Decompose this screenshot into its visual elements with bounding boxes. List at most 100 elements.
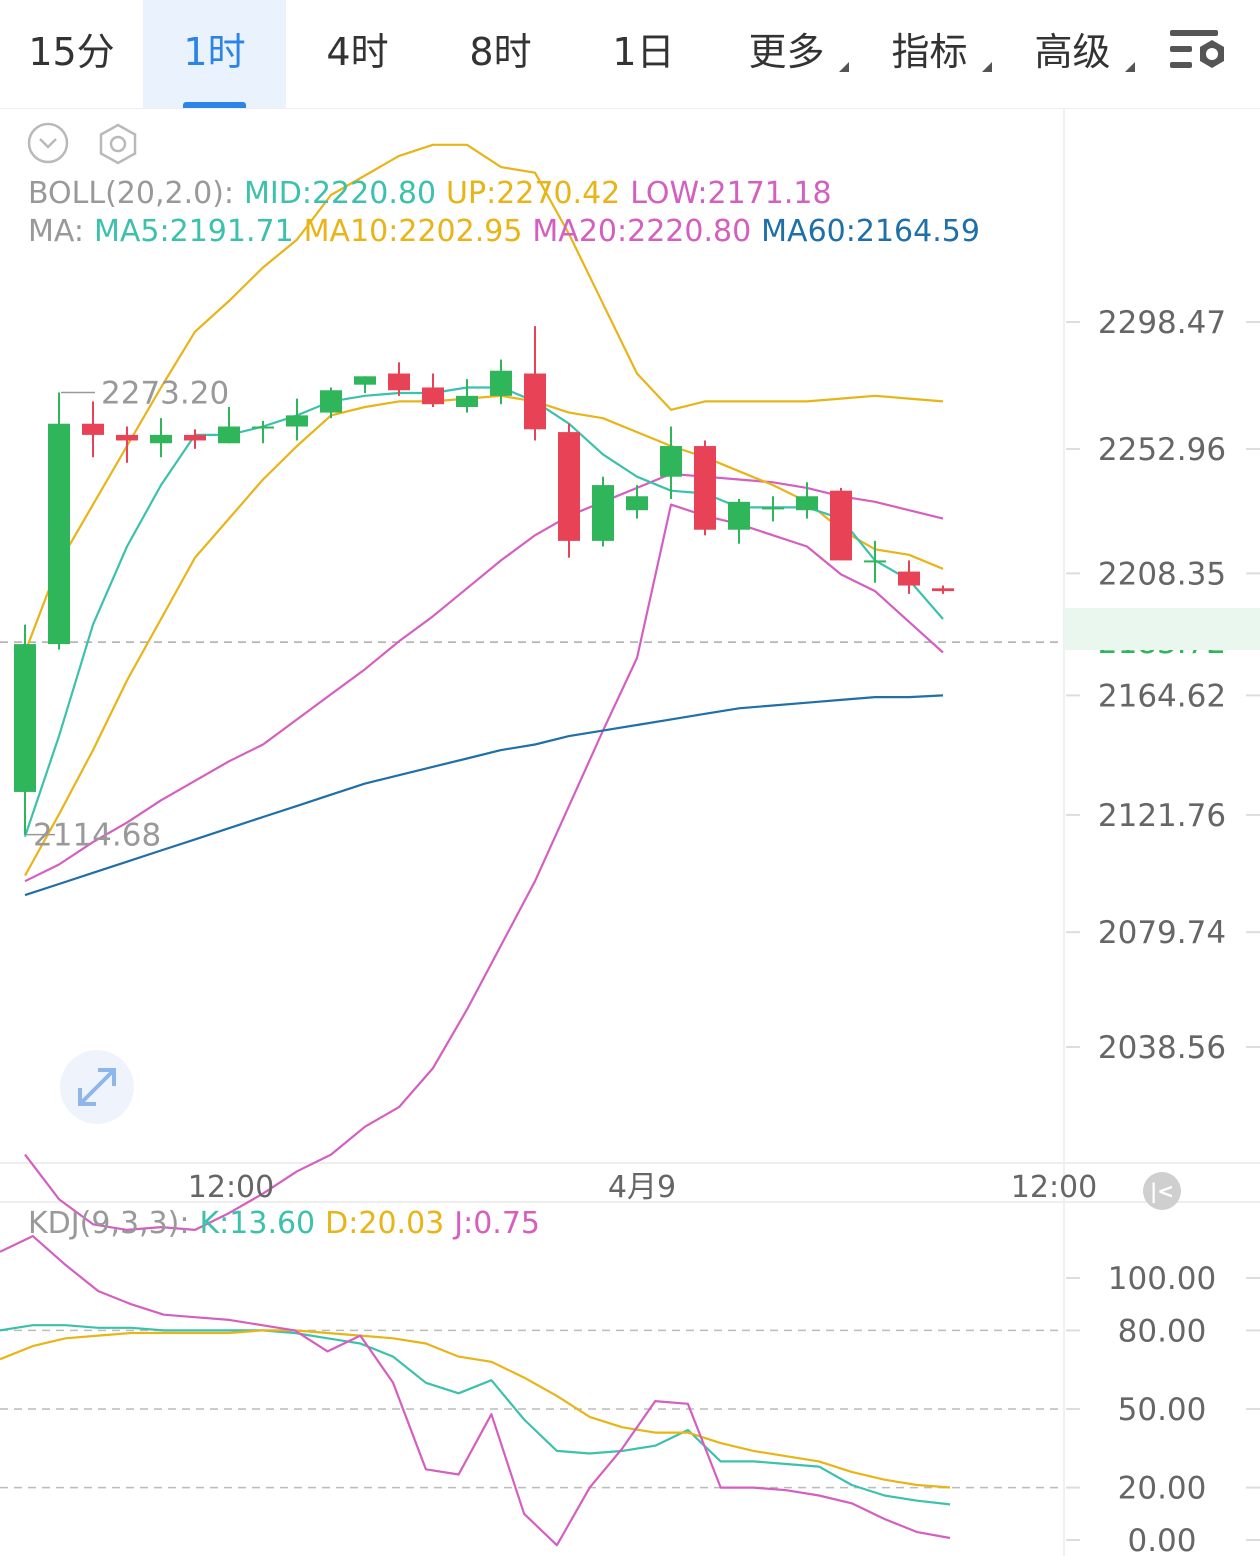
ma10-line [24, 394, 944, 877]
ma-prefix: MA: [28, 214, 84, 249]
ma-legend: MA: MA5:2191.71 MA10:2202.95 MA20:2220.80 MA… [28, 214, 990, 249]
kdj-lines [0, 1234, 951, 1547]
boll-legend: BOLL(20,2.0): MID:2220.80 UP:2270.42 LOW:21… [28, 176, 842, 211]
boll-low-value: LOW:2171.18 [630, 176, 832, 211]
boll-up-value: UP:2270.42 [446, 176, 621, 211]
rewind-icon[interactable]: |< [1143, 1172, 1181, 1210]
time-tick-label: 12:00 [1011, 1170, 1097, 1205]
time-tick-label: 4月9 [608, 1170, 676, 1205]
candle-up [762, 507, 784, 510]
ma20-value: MA20:2220.80 [532, 214, 752, 249]
candle-up [14, 644, 36, 792]
candle-up [150, 434, 172, 444]
kdj-tick-label: 100.00 [1108, 1261, 1216, 1297]
kdj-tick-label: 0.00 [1127, 1523, 1196, 1556]
kdj-k-value: K:13.60 [199, 1206, 316, 1241]
tab-1day[interactable]: 1日 [572, 0, 715, 108]
price-tick-label: 2079.74 [1098, 915, 1226, 951]
grid-layer [0, 108, 1260, 1556]
price-tick-label: 2208.35 [1098, 556, 1226, 592]
timeframe-tab-bar: 15分 1时 4时 8时 1日 更多 指标 高级 [0, 0, 1260, 109]
dropdown-caret-icon [839, 62, 849, 72]
candle-up [592, 485, 614, 541]
kdj-d-value: D:20.03 [325, 1206, 445, 1241]
tab-4hour[interactable]: 4时 [286, 0, 429, 108]
candle-up [490, 370, 512, 396]
price-tick-label: 2298.47 [1098, 305, 1226, 341]
candle-down [82, 423, 104, 435]
boll-prefix: BOLL(20,2.0): [28, 176, 235, 211]
tab-label: 1时 [183, 30, 246, 74]
kdj-legend: KDJ(9,3,3): K:13.60 D:20.03 J:0.75 [28, 1206, 550, 1241]
kdj-j-value: J:0.75 [454, 1206, 541, 1241]
candle-down [116, 434, 138, 441]
ma5-value: MA5:2191.71 [94, 214, 294, 249]
boll-mid-value: MID:2220.80 [244, 176, 437, 211]
tab-indicators[interactable]: 指标 [858, 0, 1001, 108]
ma20-line [24, 472, 944, 883]
boll-lower-line [24, 503, 944, 1232]
candle-up [48, 423, 70, 645]
tab-15min[interactable]: 15分 [0, 0, 143, 108]
candle-up [660, 446, 682, 477]
candle-down [388, 373, 410, 391]
candle-up [864, 560, 886, 563]
tab-label: 4时 [326, 30, 389, 74]
tab-more[interactable]: 更多 [715, 0, 858, 108]
candle-down [184, 434, 206, 441]
chevron-down-circle-icon[interactable] [27, 122, 69, 164]
candle-down [524, 373, 546, 430]
boll-upper-line [23, 143, 944, 653]
candle-down [422, 387, 444, 405]
tab-label: 更多 [748, 30, 825, 74]
candle-up [626, 496, 648, 511]
hexagon-gear-icon[interactable] [96, 122, 140, 166]
kdj-tick-label: 20.00 [1118, 1471, 1207, 1507]
boll-lines [23, 143, 944, 1232]
kdj-tick-label: 80.00 [1118, 1313, 1207, 1349]
dropdown-caret-icon [982, 62, 992, 72]
chart-settings-icon[interactable] [1168, 26, 1232, 78]
kdj-tick-label: 50.00 [1118, 1392, 1207, 1428]
candle-down [558, 432, 580, 541]
ma60-line [24, 694, 944, 897]
candle-up [252, 426, 274, 429]
kdj-d-line [0, 1329, 951, 1489]
ma60-value: MA60:2164.59 [761, 214, 980, 249]
price-tick-label: 2164.62 [1098, 678, 1226, 714]
max-price-label: 2273.20 [101, 375, 229, 411]
candle-up [218, 426, 240, 444]
price-chart[interactable]: 2298.47 2252.96 2208.35 2164.62 2121.76 2079.… [0, 108, 1260, 1556]
dropdown-caret-icon [1125, 62, 1135, 72]
ma5-line [23, 386, 944, 837]
min-price-label: 2114.68 [33, 818, 161, 854]
candle-up [286, 415, 308, 427]
last-price-tag [1064, 608, 1260, 650]
price-tick-label: 2121.76 [1098, 798, 1226, 834]
ma10-value: MA10:2202.95 [303, 214, 523, 249]
tab-label: 指标 [891, 30, 968, 74]
candlesticks [14, 326, 954, 835]
candle-down [932, 588, 954, 592]
expand-arrows-icon[interactable] [60, 1050, 134, 1124]
tab-advanced[interactable]: 高级 [1001, 0, 1144, 108]
candle-down [694, 446, 716, 530]
kdj-prefix: KDJ(9,3,3): [28, 1206, 190, 1241]
tab-label: 8时 [469, 30, 532, 74]
tab-label: 15分 [28, 30, 115, 74]
price-tick-label: 2038.56 [1098, 1030, 1226, 1066]
price-tick-label: 2252.96 [1098, 432, 1226, 468]
candle-up [354, 376, 376, 385]
tab-label: 1日 [612, 30, 675, 74]
tab-label: 高级 [1034, 30, 1111, 74]
candle-up [320, 390, 342, 413]
candle-up [796, 496, 818, 511]
tab-1hour[interactable]: 1时 [143, 0, 286, 108]
kdj-j-line [0, 1234, 951, 1547]
candle-up [728, 501, 750, 530]
kdj-k-line [0, 1324, 951, 1506]
candle-down [898, 571, 920, 586]
tab-8hour[interactable]: 8时 [429, 0, 572, 108]
time-tick-label: 12:00 [188, 1170, 274, 1205]
axis-labels: 2298.47 2252.96 2208.35 2164.62 2121.76 2079.… [27, 305, 1226, 1556]
